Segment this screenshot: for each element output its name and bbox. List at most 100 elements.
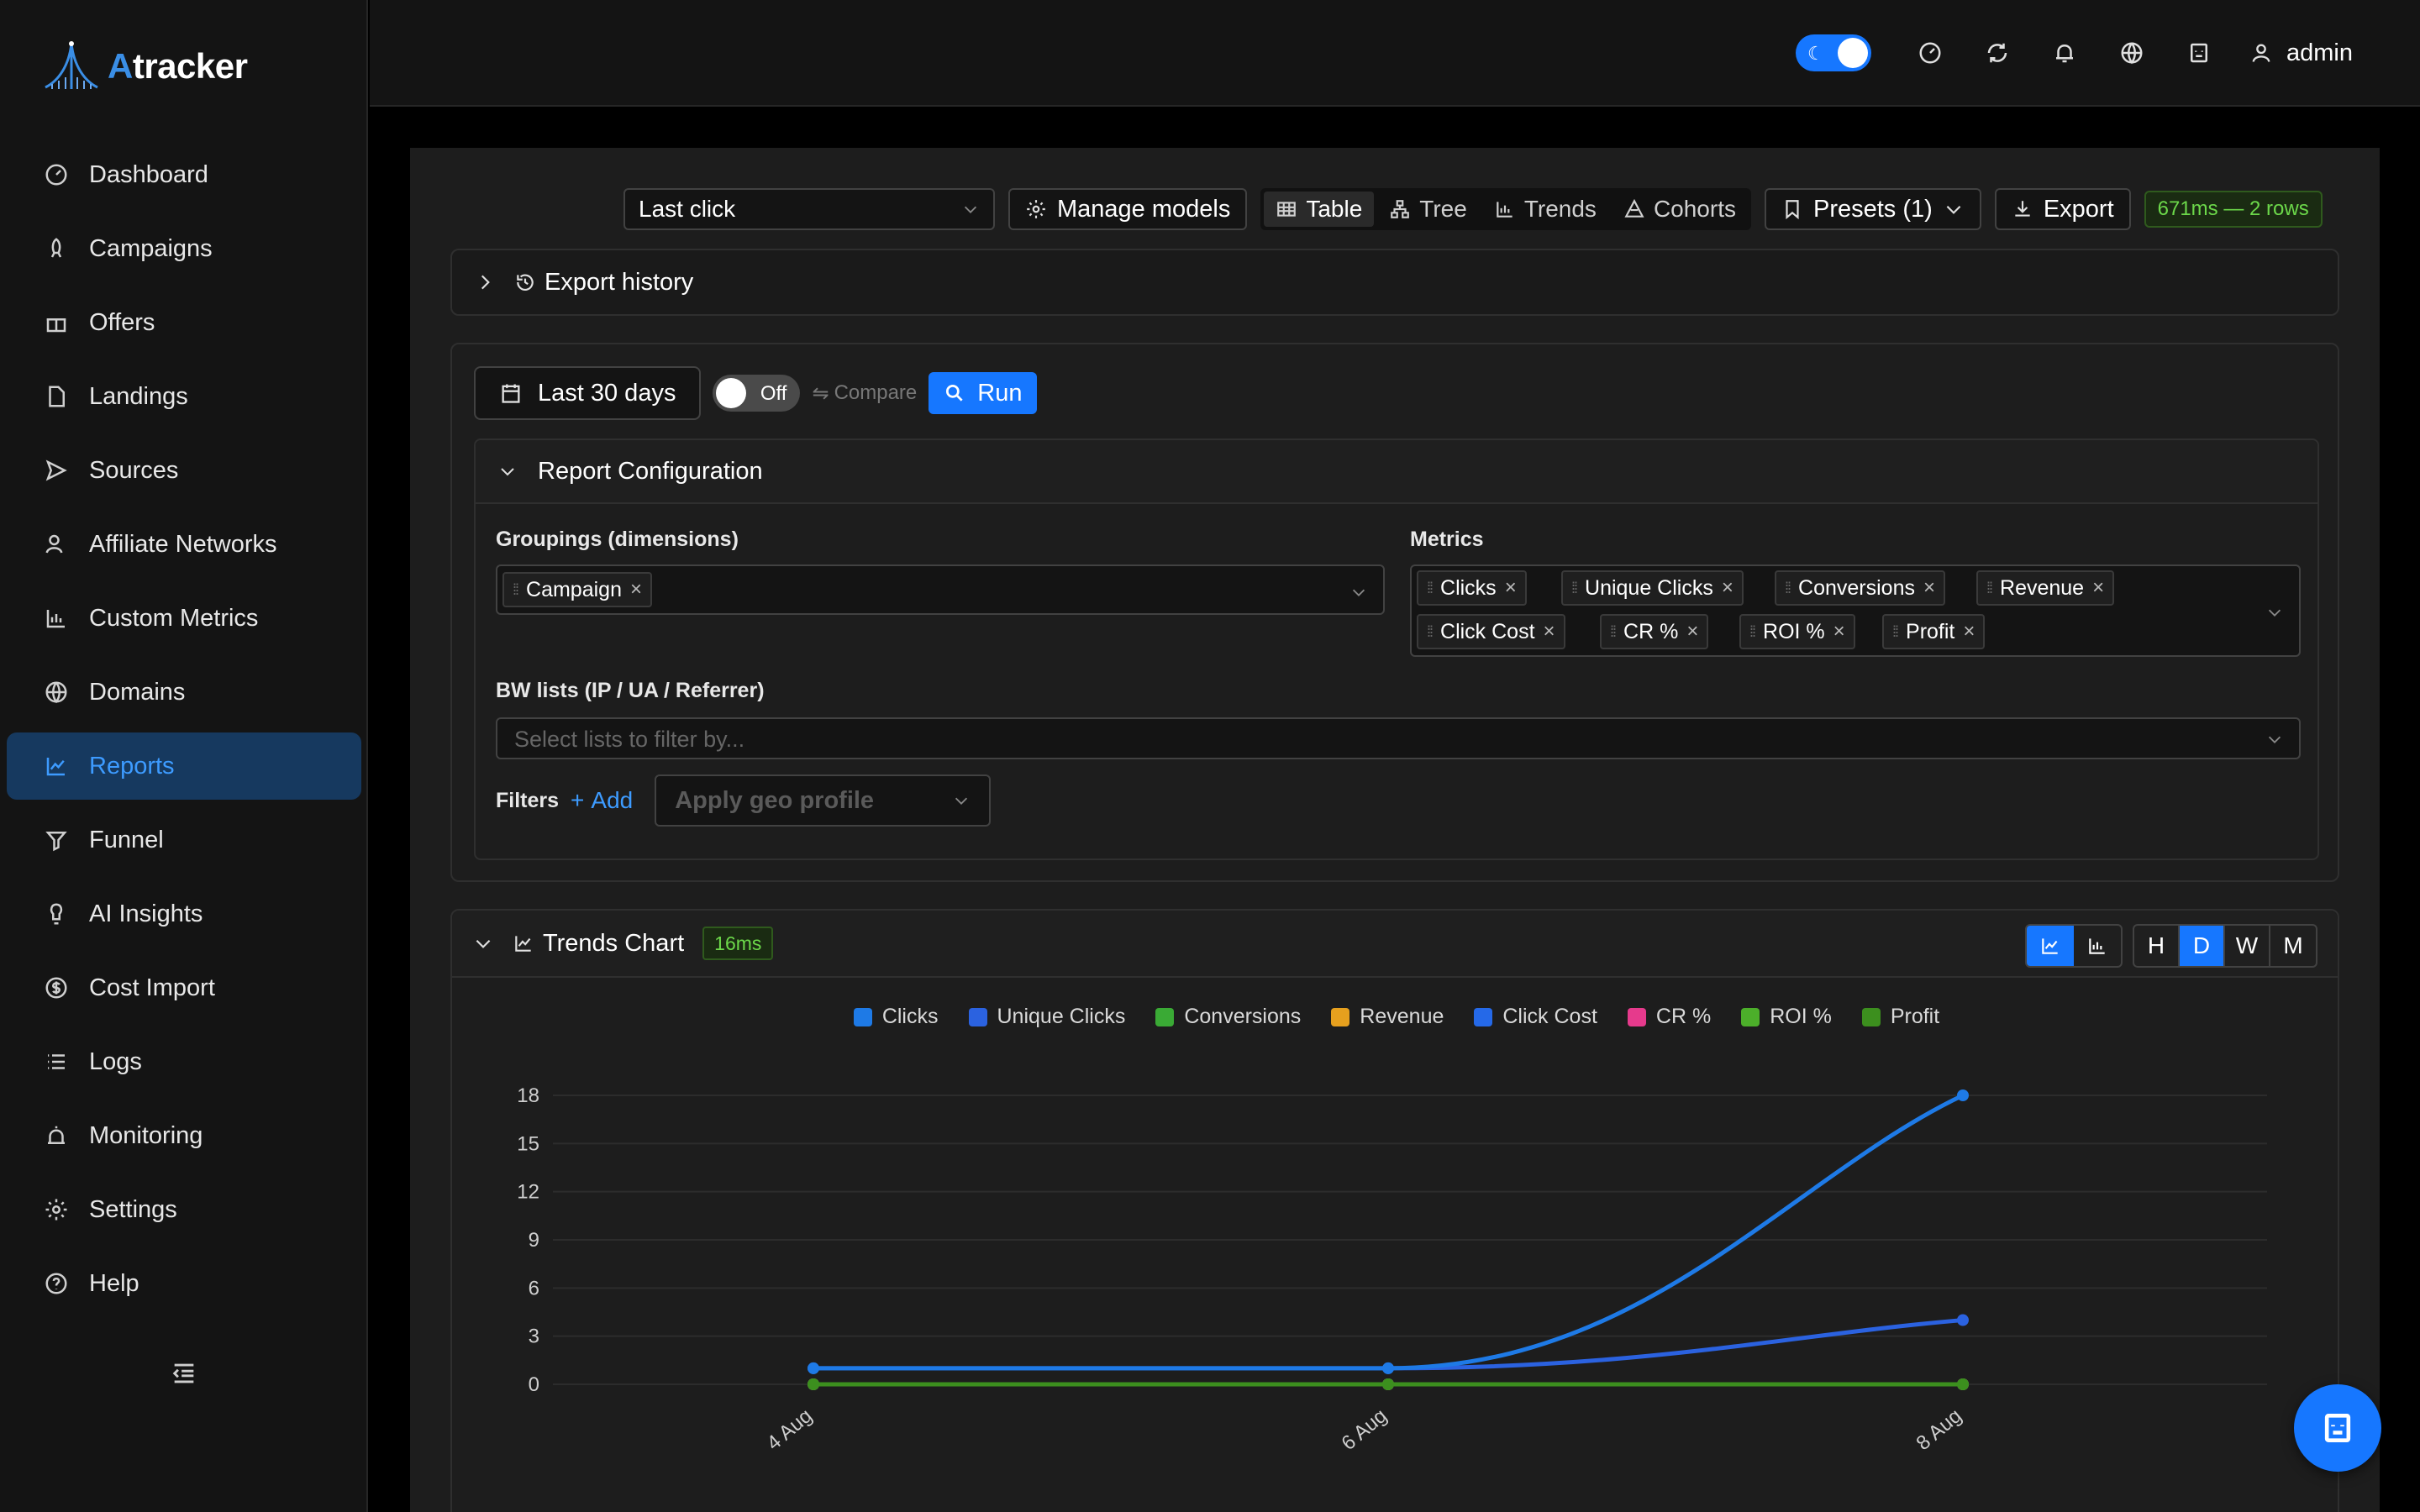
sidebar-item-funnel[interactable]: Funnel <box>7 806 361 874</box>
legend-item[interactable]: Conversions <box>1155 1005 1301 1029</box>
legend-swatch <box>1474 1007 1493 1026</box>
legend-item[interactable]: Unique Clicks <box>968 1005 1125 1029</box>
drag-handle-icon[interactable]: ⁞⁞ <box>1427 579 1434 596</box>
bar-chart-icon <box>1497 202 1512 218</box>
notifications-button[interactable] <box>2031 30 2098 76</box>
legend-item[interactable]: Clicks <box>853 1005 939 1029</box>
metrics-select[interactable]: ⁞⁞ Clicks × ⁞⁞ Unique Clicks × ⁞⁞ Conversions… <box>1410 564 2301 657</box>
sidebar-item-reports[interactable]: Reports <box>7 732 361 800</box>
sidebar-item-affiliate-networks[interactable]: Affiliate Networks <box>7 511 361 578</box>
granularity-month[interactable]: M <box>2283 932 2303 958</box>
date-range-picker[interactable]: Last 30 days <box>474 366 702 420</box>
sidebar-item-domains[interactable]: Domains <box>7 659 361 726</box>
filters-label: Filters <box>496 788 560 812</box>
sidebar-item-label: Help <box>89 1269 139 1297</box>
close-icon[interactable]: × <box>1923 576 1935 599</box>
sidebar: Atracker Dashboard Campaigns Offers Land… <box>0 0 368 1512</box>
tab-label: Table <box>1306 196 1363 222</box>
drag-handle-icon[interactable]: ⁞⁞ <box>1571 579 1578 596</box>
y-tick-label: 9 <box>529 1229 539 1252</box>
export-button[interactable]: Export <box>1994 188 2131 230</box>
legend-item[interactable]: CR % <box>1627 1005 1711 1029</box>
drag-handle-icon[interactable]: ⁞⁞ <box>1427 622 1434 640</box>
legend-item[interactable]: ROI % <box>1741 1005 1832 1029</box>
line-chart-toggle[interactable] <box>2027 926 2074 966</box>
date-range-label: Last 30 days <box>538 379 676 407</box>
legend-item[interactable]: Click Cost <box>1474 1005 1597 1029</box>
metric-tag: ⁞⁞ Profit × <box>1882 614 1986 649</box>
assistant-button[interactable] <box>2165 30 2233 76</box>
bw-lists-placeholder: Select lists to filter by... <box>514 727 745 752</box>
bar-chart-icon <box>46 610 65 628</box>
dashboard-shortcut-button[interactable] <box>1897 30 1964 76</box>
close-icon[interactable]: × <box>1963 620 1975 643</box>
tab-tree[interactable]: Tree <box>1377 192 1479 227</box>
drag-handle-icon[interactable]: ⁞⁞ <box>1986 579 1993 596</box>
legend-item[interactable]: Profit <box>1861 1005 1939 1029</box>
drag-handle-icon[interactable]: ⁞⁞ <box>1785 579 1791 596</box>
close-icon[interactable]: × <box>1543 620 1555 643</box>
bar-chart-toggle[interactable] <box>2074 926 2121 966</box>
close-icon[interactable]: × <box>1721 576 1733 599</box>
add-filter-button[interactable]: + Add <box>571 787 633 814</box>
sidebar-item-landings[interactable]: Landings <box>7 363 361 430</box>
close-icon[interactable]: × <box>2092 576 2105 599</box>
manage-models-button[interactable]: Manage models <box>1008 188 1248 230</box>
tab-cohorts[interactable]: Cohorts <box>1612 192 1748 227</box>
tag-label: Conversions <box>1798 575 1915 600</box>
user-menu[interactable]: admin <box>2249 39 2353 67</box>
user-icon <box>2252 44 2270 62</box>
sidebar-item-logs[interactable]: Logs <box>7 1028 361 1095</box>
app-logo[interactable]: Atracker <box>44 40 248 92</box>
run-button[interactable]: Run <box>929 372 1038 414</box>
export-history-collapse[interactable]: Export history <box>450 249 2339 316</box>
close-icon[interactable]: × <box>1504 576 1517 599</box>
bw-lists-select[interactable]: Select lists to filter by... <box>496 717 2301 759</box>
geo-profile-select[interactable]: Apply geo profile <box>655 774 992 827</box>
sidebar-item-help[interactable]: Help <box>7 1250 361 1317</box>
groupings-select[interactable]: ⁞⁞ Campaign × <box>496 564 1385 615</box>
drag-handle-icon[interactable]: ⁞⁞ <box>1892 622 1899 640</box>
close-icon[interactable]: × <box>1686 620 1699 643</box>
theme-toggle[interactable]: ☾ <box>1796 34 1871 71</box>
x-tick-label: 4 Aug <box>762 1404 816 1455</box>
presets-button[interactable]: Presets (1) <box>1764 188 1981 230</box>
sidebar-item-offers[interactable]: Offers <box>7 289 361 356</box>
y-tick-label: 15 <box>517 1132 539 1155</box>
drag-handle-icon[interactable]: ⁞⁞ <box>513 580 519 598</box>
sidebar-item-custom-metrics[interactable]: Custom Metrics <box>7 585 361 652</box>
tag-label: Unique Clicks <box>1585 575 1713 600</box>
chevron-down-icon[interactable] <box>472 932 494 954</box>
assistant-fab-button[interactable] <box>2294 1384 2381 1472</box>
attribution-value: Last click <box>639 196 736 222</box>
attribution-select[interactable]: Last click <box>623 188 995 230</box>
tab-trends[interactable]: Trends <box>1482 192 1608 227</box>
legend-swatch <box>1155 1007 1175 1026</box>
granularity-hour[interactable]: H <box>2134 926 2180 966</box>
sidebar-item-dashboard[interactable]: Dashboard <box>7 141 361 208</box>
close-icon[interactable]: × <box>1833 620 1845 643</box>
granularity-day[interactable]: D <box>2180 926 2225 966</box>
sidebar-item-label: Logs <box>89 1047 142 1075</box>
sidebar-item-settings[interactable]: Settings <box>7 1176 361 1243</box>
metric-tag: ⁞⁞ Click Cost × <box>1417 614 1565 649</box>
sidebar-item-ai-insights[interactable]: AI Insights <box>7 880 361 948</box>
close-icon[interactable]: × <box>629 578 642 601</box>
language-button[interactable] <box>2098 30 2165 76</box>
chevron-down-icon <box>2265 603 2284 622</box>
compare-toggle[interactable]: Off <box>713 375 801 412</box>
sidebar-item-sources[interactable]: Sources <box>7 437 361 504</box>
tab-table[interactable]: Table <box>1264 192 1375 227</box>
drag-handle-icon[interactable]: ⁞⁞ <box>1749 622 1756 640</box>
report-configuration-header[interactable]: Report Configuration <box>476 440 2317 504</box>
drag-handle-icon[interactable]: ⁞⁞ <box>1610 622 1617 640</box>
collapse-sidebar-icon[interactable] <box>170 1359 198 1388</box>
sidebar-item-cost-import[interactable]: Cost Import <box>7 954 361 1021</box>
bookmark-icon <box>1786 200 1799 220</box>
sidebar-item-campaigns[interactable]: Campaigns <box>7 215 361 282</box>
reports-panel: Last click Manage models Table Tree Tren… <box>410 148 2380 1512</box>
refresh-button[interactable] <box>1964 30 2031 76</box>
granularity-week[interactable]: W <box>2225 926 2270 966</box>
legend-item[interactable]: Revenue <box>1331 1005 1444 1029</box>
sidebar-item-monitoring[interactable]: Monitoring <box>7 1102 361 1169</box>
